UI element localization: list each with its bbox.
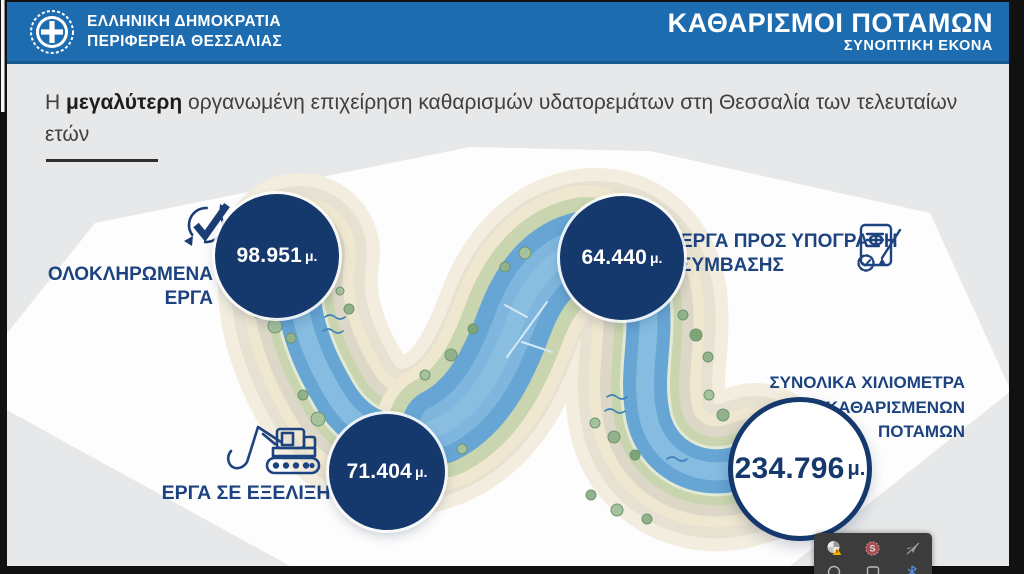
slide-header: ΕΛΛΗΝΙΚΗ ΔΗΜΟΚΡΑΤΙΑ ΠΕΡΙΦΕΡΕΙΑ ΘΕΣΣΑΛΙΑΣ… [7,2,1009,64]
stat-circle-total: 234.796 μ. [728,397,872,541]
excavator-icon [226,425,321,475]
org-name: ΕΛΛΗΝΙΚΗ ΔΗΜΟΚΡΑΤΙΑ [87,13,281,31]
stat-circle-completed: 98.951 μ. [215,194,339,318]
slide-subtitle: ΣΥΝΟΠΤΙΚΗ ΕΚΟΝΑ [843,38,993,55]
svg-text:S: S [870,543,876,553]
background-window-edge [1,0,5,112]
stat-label-pending-contract: ΕΡΓΑ ΠΡΟΣ ΥΠΟΓΡΑΦΗ ΣΥΜΒΑΣΗΣ [680,231,898,277]
river-illustration [7,147,1009,566]
stat-label-completed: ΟΛΟΚΛΗΡΩΜΕΝΑ ΕΡΓΑ [47,264,213,310]
stat-label-in-progress: ΕΡΓΑ ΣΕ ΕΞΕΛΙΞΗ [161,482,331,504]
brand-block: ΕΛΛΗΝΙΚΗ ΔΗΜΟΚΡΑΤΙΑ ΠΕΡΙΦΕΡΕΙΑ ΘΕΣΣΑΛΙΑΣ [29,9,282,55]
slide-content: Η μεγαλύτερη οργανωμένη επιχείρηση καθαρ… [7,67,1009,566]
clock-icon[interactable] [826,564,842,574]
checkmark-cycle-icon [184,202,230,246]
contract-signature-icon [857,223,902,272]
stat-circle-pending-contract: 64.440 μ. [560,196,684,320]
slide-title: ΚΑΘΑΡΙΣΜΟΙ ΠΟΤΑΜΩΝ [667,7,993,38]
bluetooth-icon[interactable] [904,564,920,574]
greek-republic-emblem-icon [30,9,74,54]
presentation-slide: ΕΛΛΗΝΙΚΗ ΔΗΜΟΚΡΑΤΙΑ ΠΕΡΙΦΕΡΕΙΑ ΘΕΣΣΑΛΙΑΣ… [7,2,1009,566]
system-tray-popup: S [814,533,932,574]
region-name: ΠΕΡΙΦΕΡΕΙΑ ΘΕΣΣΑΛΙΑΣ [87,32,283,50]
stat-circle-in-progress: 71.404 μ. [329,414,445,530]
stat-label-total: ΣΥΝΟΛΙΚΑ ΧΙΛΙΟΜΕΤΡΑ ΚΑΘΑΡΙΣΜΕΝΩΝ ΠΟΤΑΜΩΝ [769,373,965,442]
heading-underline [46,159,158,162]
window-icon[interactable] [865,564,881,574]
sharing-disabled-icon[interactable] [904,540,920,556]
slide-heading: Η μεγαλύτερη οργανωμένη επιχείρηση καθαρ… [45,91,958,146]
red-badge-icon[interactable]: S [865,540,881,556]
antivirus-pie-warning-icon[interactable] [826,540,842,556]
